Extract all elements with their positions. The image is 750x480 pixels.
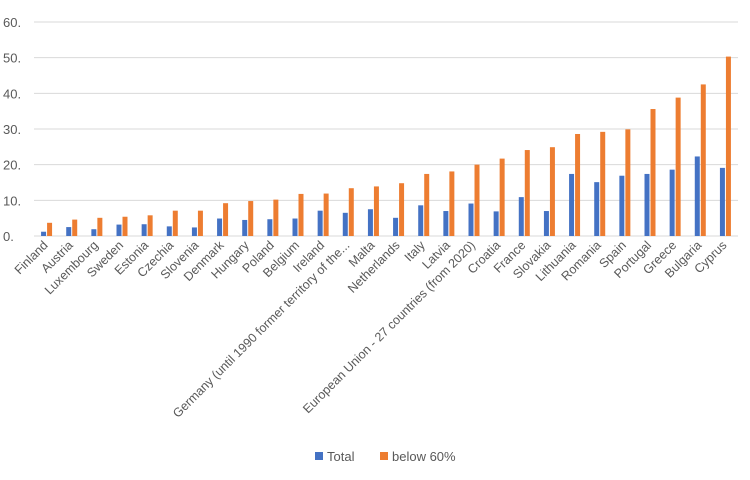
bar-total <box>594 182 600 236</box>
bar-below-60 <box>675 97 681 236</box>
bar-below-60 <box>47 222 53 236</box>
bar-total <box>166 226 172 236</box>
bar-below-60 <box>197 210 203 236</box>
bar-total <box>443 211 449 236</box>
bar-total <box>669 169 675 236</box>
bar-below-60 <box>424 173 430 236</box>
legend: Total below 60% <box>315 449 456 464</box>
legend-swatch-total <box>315 452 323 460</box>
y-tick-label: 40. <box>3 86 21 101</box>
bar-below-60 <box>298 193 304 236</box>
bar-total <box>342 212 348 236</box>
bar-below-60 <box>72 219 78 236</box>
bars <box>41 56 731 237</box>
bar-total <box>393 217 399 236</box>
y-tick-label: 20. <box>3 158 21 173</box>
bar-below-60 <box>449 171 455 236</box>
bar-total <box>543 211 549 236</box>
bar-below-60 <box>575 133 581 236</box>
bar-below-60 <box>97 217 103 236</box>
bar-below-60 <box>625 129 631 236</box>
bar-below-60 <box>172 210 178 236</box>
bar-total <box>116 224 122 236</box>
bar-total <box>66 227 72 236</box>
bar-below-60 <box>524 150 530 236</box>
bar-below-60 <box>348 188 354 236</box>
bar-below-60 <box>248 201 254 236</box>
bar-below-60 <box>499 158 505 236</box>
bar-below-60 <box>122 216 128 236</box>
bar-below-60 <box>700 84 706 237</box>
bar-total <box>91 229 97 236</box>
bar-below-60 <box>650 109 656 236</box>
bar-total <box>267 219 273 236</box>
bar-below-60 <box>600 131 606 236</box>
gridlines <box>34 21 738 237</box>
y-tick-label: 0. <box>3 229 14 244</box>
bar-total <box>242 219 248 236</box>
legend-label-total: Total <box>327 449 355 464</box>
bar-total <box>317 210 323 236</box>
bar-below-60 <box>725 56 731 237</box>
bar-total <box>619 175 625 236</box>
bar-total <box>141 224 147 236</box>
bar-total <box>694 156 700 236</box>
bar-below-60 <box>147 215 153 236</box>
bar-below-60 <box>273 199 279 236</box>
bar-total <box>468 203 474 236</box>
bar-below-60 <box>223 203 229 236</box>
bar-total <box>518 197 524 236</box>
bar-total <box>41 231 47 236</box>
y-tick-label: 60. <box>3 15 21 30</box>
bar-total <box>292 218 298 236</box>
bar-total <box>719 167 725 236</box>
bar-total <box>217 218 223 236</box>
legend-swatch-below-60 <box>380 452 388 460</box>
y-axis-tick-labels: 0. 10. 20. 30. 40. 50. 60. <box>3 15 21 244</box>
bar-below-60 <box>549 147 555 236</box>
bar-below-60 <box>373 186 379 236</box>
y-tick-label: 50. <box>3 51 21 66</box>
y-tick-label: 30. <box>3 122 21 137</box>
bar-total <box>644 173 650 236</box>
bar-below-60 <box>474 164 480 236</box>
bar-total <box>191 227 197 236</box>
legend-label-below-60: below 60% <box>392 449 456 464</box>
bar-below-60 <box>323 193 329 236</box>
bar-total <box>367 209 373 236</box>
bar-total <box>418 205 424 236</box>
bar-below-60 <box>399 183 405 236</box>
bar-total <box>569 173 575 236</box>
bar-total <box>493 211 499 236</box>
x-axis-category-labels: FinlandAustriaLuxembourgSwedenEstoniaCze… <box>12 238 730 421</box>
y-tick-label: 10. <box>3 193 21 208</box>
